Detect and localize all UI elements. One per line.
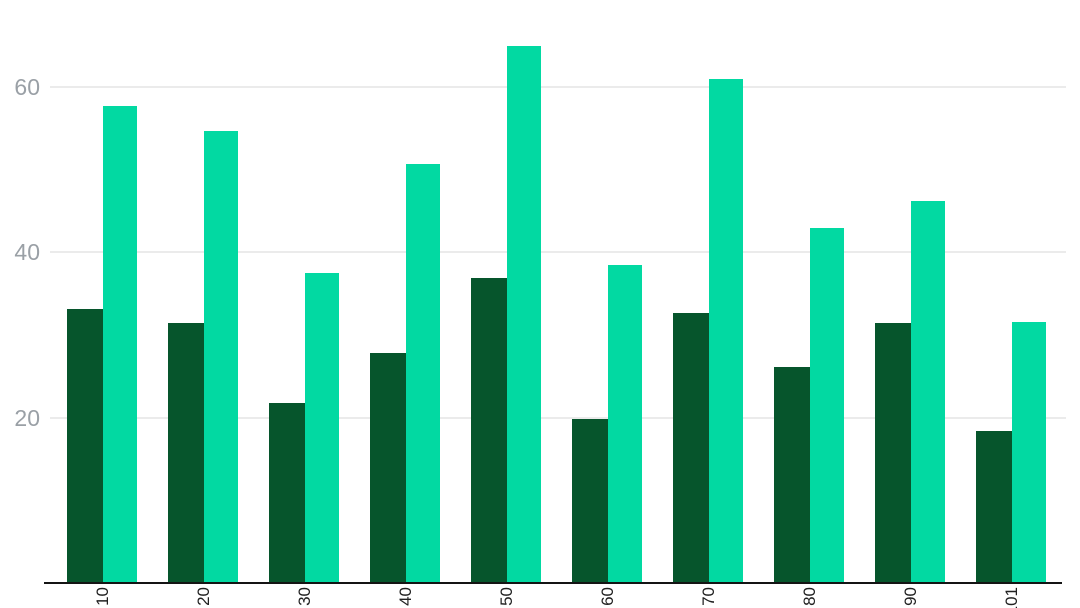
bar <box>709 79 743 583</box>
bar <box>774 367 810 583</box>
bar <box>406 163 440 583</box>
x-axis-tick-label: 50 <box>497 587 516 606</box>
y-axis-tick-label: 20 <box>14 404 40 431</box>
x-axis-tick-label: 60 <box>598 587 617 606</box>
gridline <box>50 416 1066 419</box>
bar <box>103 105 137 583</box>
bar <box>911 200 945 583</box>
bar <box>269 402 305 583</box>
bar <box>370 353 406 583</box>
bar <box>875 323 911 583</box>
bar <box>572 419 608 583</box>
bar <box>976 430 1012 583</box>
x-axis-tick-label: 20 <box>194 587 213 606</box>
bar <box>1012 321 1046 583</box>
bar <box>810 228 844 583</box>
bar <box>471 277 507 583</box>
bar <box>507 46 541 583</box>
x-axis-tick-label: 40 <box>396 587 415 606</box>
gridline <box>50 251 1066 254</box>
x-axis-tick-label: 80 <box>800 587 819 606</box>
x-axis-line <box>44 582 1062 584</box>
x-axis-tick-label: 101 <box>1002 587 1021 608</box>
x-axis-tick-label: 70 <box>699 587 718 606</box>
bar <box>168 323 204 583</box>
x-axis-tick-label: 10 <box>93 587 112 606</box>
y-axis-tick-label: 60 <box>14 73 40 100</box>
bar <box>305 272 339 583</box>
bar <box>608 264 642 583</box>
gridline <box>50 85 1066 88</box>
x-axis-tick-label: 30 <box>295 587 314 606</box>
y-axis-tick-label: 40 <box>14 239 40 266</box>
bar <box>204 130 238 583</box>
x-axis-tick-label: 90 <box>901 587 920 606</box>
bar <box>67 309 103 583</box>
bar <box>673 313 709 583</box>
